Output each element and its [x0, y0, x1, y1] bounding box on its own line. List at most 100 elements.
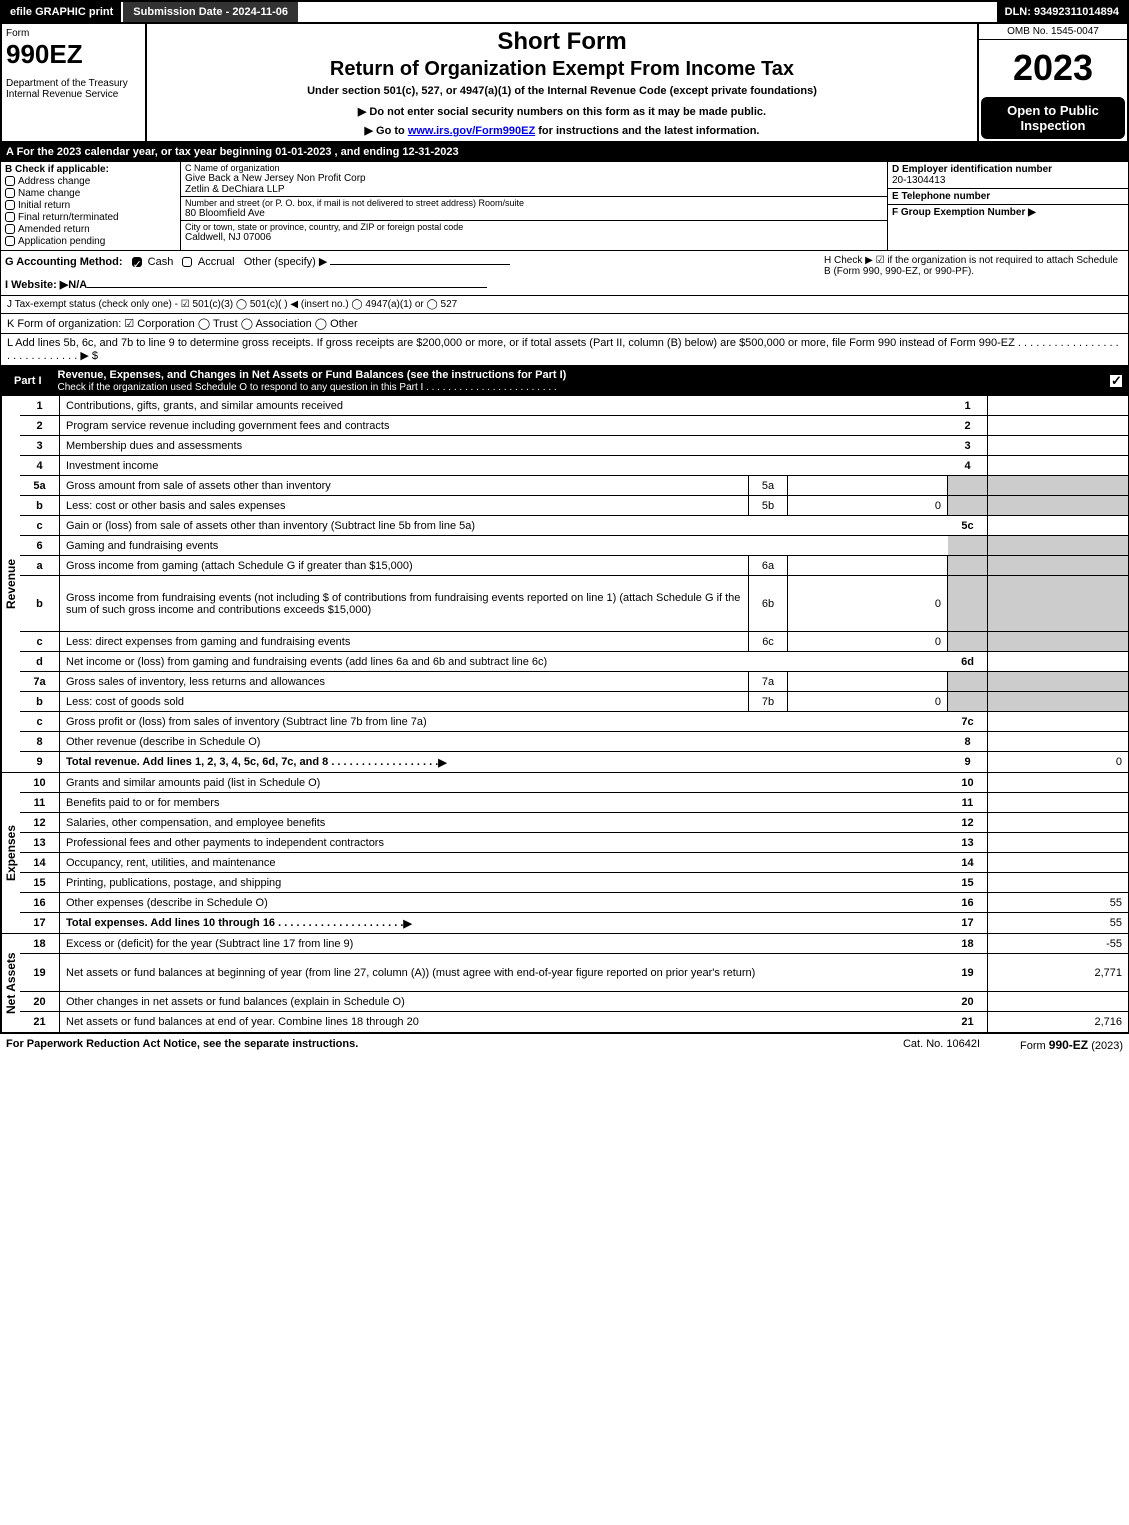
b-label: B Check if applicable: — [5, 164, 176, 175]
ln5c-rn: 5c — [948, 516, 988, 535]
ln6a-num: a — [20, 556, 60, 575]
ln6c-rv — [988, 632, 1128, 651]
ln10-num: 10 — [20, 773, 60, 792]
ln3-num: 3 — [20, 436, 60, 455]
ln12-desc: Salaries, other compensation, and employ… — [60, 813, 948, 832]
chk-application-pending[interactable]: Application pending — [5, 236, 176, 247]
chk-address-change[interactable]: Address change — [5, 176, 176, 187]
ln5b-rn — [948, 496, 988, 515]
chk-accrual[interactable] — [182, 257, 192, 267]
ln9-desc: Total revenue. Add lines 1, 2, 3, 4, 5c,… — [60, 752, 948, 772]
row-h: H Check ▶ ☑ if the organization is not r… — [824, 255, 1124, 291]
ln2-rv — [988, 416, 1128, 435]
ln1-rn: 1 — [948, 396, 988, 415]
ln7b-rv — [988, 692, 1128, 711]
chk-final-return[interactable]: Final return/terminated — [5, 212, 176, 223]
line-8: 8 Other revenue (describe in Schedule O)… — [20, 732, 1128, 752]
column-b: B Check if applicable: Address change Na… — [1, 162, 181, 250]
part1-check[interactable] — [1109, 374, 1123, 388]
ln3-rv — [988, 436, 1128, 455]
ln5c-desc: Gain or (loss) from sale of assets other… — [60, 516, 948, 535]
row-i: I Website: ▶N/A — [5, 279, 87, 291]
street-value: 80 Bloomfield Ave — [185, 208, 883, 219]
chk-address-change-label: Address change — [18, 176, 90, 187]
footer-form: Form 990-EZ (2023) — [1020, 1038, 1123, 1052]
ln13-rn: 13 — [948, 833, 988, 852]
row-l: L Add lines 5b, 6c, and 7b to line 9 to … — [0, 334, 1129, 366]
line-15: 15 Printing, publications, postage, and … — [20, 873, 1128, 893]
ln20-rv — [988, 992, 1128, 1011]
line-3: 3 Membership dues and assessments 3 — [20, 436, 1128, 456]
ln21-num: 21 — [20, 1012, 60, 1032]
goto-link[interactable]: www.irs.gov/Form990EZ — [408, 125, 535, 137]
line-6: 6 Gaming and fundraising events — [20, 536, 1128, 556]
goto-pre: ▶ Go to — [365, 125, 408, 137]
ln18-rv: -55 — [988, 934, 1128, 953]
street-label: Number and street (or P. O. box, if mail… — [185, 198, 883, 208]
line-1: 1 Contributions, gifts, grants, and simi… — [20, 396, 1128, 416]
ln13-num: 13 — [20, 833, 60, 852]
ln14-rv — [988, 853, 1128, 872]
ln7a-mv — [788, 672, 948, 691]
omb-number: OMB No. 1545-0047 — [979, 24, 1127, 40]
ln8-desc: Other revenue (describe in Schedule O) — [60, 732, 948, 751]
ln5c-num: c — [20, 516, 60, 535]
ln20-num: 20 — [20, 992, 60, 1011]
ln14-num: 14 — [20, 853, 60, 872]
row-a-tax-year: A For the 2023 calendar year, or tax yea… — [0, 143, 1129, 161]
city-label: City or town, state or province, country… — [185, 222, 883, 232]
chk-name-change[interactable]: Name change — [5, 188, 176, 199]
ln17-num: 17 — [20, 913, 60, 933]
footer-form-num: 990-EZ — [1049, 1038, 1088, 1052]
open-public-badge: Open to Public Inspection — [981, 97, 1125, 139]
ln11-rn: 11 — [948, 793, 988, 812]
header-left: Form 990EZ Department of the Treasury In… — [2, 24, 147, 141]
chk-initial-return-label: Initial return — [18, 200, 70, 211]
ln6a-rv — [988, 556, 1128, 575]
ln7a-rn — [948, 672, 988, 691]
ln6b-mn: 6b — [748, 576, 788, 631]
ln6-rv — [988, 536, 1128, 555]
ln18-rn: 18 — [948, 934, 988, 953]
ln6a-mv — [788, 556, 948, 575]
chk-amended-return[interactable]: Amended return — [5, 224, 176, 235]
ln6d-num: d — [20, 652, 60, 671]
ln21-rv: 2,716 — [988, 1012, 1128, 1032]
ln11-num: 11 — [20, 793, 60, 812]
ln6-num: 6 — [20, 536, 60, 555]
ln5b-desc: Less: cost or other basis and sales expe… — [60, 496, 748, 515]
ln2-desc: Program service revenue including govern… — [60, 416, 948, 435]
ln4-rv — [988, 456, 1128, 475]
ln5b-num: b — [20, 496, 60, 515]
chk-application-pending-label: Application pending — [18, 236, 105, 247]
ln4-num: 4 — [20, 456, 60, 475]
netassets-side-label: Net Assets — [1, 934, 20, 1032]
ln6b-rv — [988, 576, 1128, 631]
ln4-desc: Investment income — [60, 456, 948, 475]
ln7b-rn — [948, 692, 988, 711]
chk-cash[interactable]: ✓ — [132, 257, 142, 267]
part1-title: Revenue, Expenses, and Changes in Net As… — [58, 369, 1109, 393]
return-title: Return of Organization Exempt From Incom… — [155, 58, 969, 81]
line-20: 20 Other changes in net assets or fund b… — [20, 992, 1128, 1012]
efile-print[interactable]: efile GRAPHIC print — [2, 2, 121, 22]
ein-label: D Employer identification number — [892, 164, 1124, 175]
ln5c-rv — [988, 516, 1128, 535]
ln6a-desc: Gross income from gaming (attach Schedul… — [60, 556, 748, 575]
line-5c: c Gain or (loss) from sale of assets oth… — [20, 516, 1128, 536]
ln3-desc: Membership dues and assessments — [60, 436, 948, 455]
line-6a: a Gross income from gaming (attach Sched… — [20, 556, 1128, 576]
chk-initial-return[interactable]: Initial return — [5, 200, 176, 211]
ln14-rn: 14 — [948, 853, 988, 872]
line-5a: 5a Gross amount from sale of assets othe… — [20, 476, 1128, 496]
row-g: G Accounting Method: ✓ Cash Accrual Othe… — [5, 255, 824, 291]
org-name-label: C Name of organization — [185, 163, 883, 173]
ln8-rv — [988, 732, 1128, 751]
part1-title-text: Revenue, Expenses, and Changes in Net As… — [58, 369, 567, 381]
line-14: 14 Occupancy, rent, utilities, and maint… — [20, 853, 1128, 873]
ln10-desc: Grants and similar amounts paid (list in… — [60, 773, 948, 792]
ln7b-mv: 0 — [788, 692, 948, 711]
footer-catno: Cat. No. 10642I — [903, 1038, 980, 1052]
ln7a-rv — [988, 672, 1128, 691]
city-value: Caldwell, NJ 07006 — [185, 232, 883, 243]
